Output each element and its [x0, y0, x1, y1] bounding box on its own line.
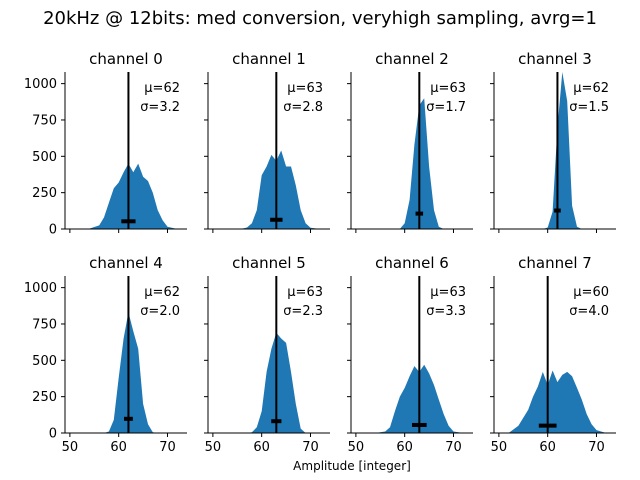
sigma-annotation: σ=3.2 — [140, 100, 180, 115]
y-tick-label: 1000 — [24, 281, 57, 296]
panel-channel-3: channel 3 μ=62 σ=1.5 — [490, 50, 616, 233]
mu-annotation: μ=63 — [287, 81, 323, 96]
distribution-area — [365, 98, 464, 229]
panel-title: channel 5 — [232, 254, 306, 272]
panel-channel-0: channel 0 μ=62 σ=3.2 0 250 500 750 1000 — [24, 50, 187, 238]
y-tick-label: 750 — [32, 113, 57, 128]
panel-title: channel 6 — [375, 254, 449, 272]
panel-channel-1: channel 1 μ=63 σ=2.8 — [204, 50, 330, 233]
y-tick-label: 250 — [32, 186, 57, 201]
sigma-annotation: σ=2.0 — [140, 304, 180, 319]
panel-channel-7: channel 7 μ=60 σ=4.0 50 60 70 — [490, 254, 616, 455]
x-tick-label: 60 — [253, 440, 270, 455]
panel-channel-4: channel 4 μ=62 σ=2.0 0 250 500 750 1000 50 60 70 — [24, 254, 187, 455]
panel-channel-6: channel 6 μ=63 σ=3.3 50 60 70 — [347, 254, 473, 455]
distribution-area — [222, 150, 321, 229]
x-tick-label: 60 — [396, 440, 413, 455]
y-tick-label: 750 — [32, 317, 57, 332]
y-tick-label: 0 — [49, 427, 57, 442]
panel-title: channel 4 — [89, 254, 163, 272]
x-tick-label: 50 — [348, 440, 365, 455]
y-tick-label: 250 — [32, 390, 57, 405]
x-tick-label: 70 — [445, 440, 462, 455]
mu-annotation: μ=63 — [430, 285, 466, 300]
x-tick-label: 60 — [539, 440, 556, 455]
y-tick-label: 0 — [49, 223, 57, 238]
x-tick-label: 70 — [302, 440, 319, 455]
mu-annotation: μ=60 — [573, 285, 609, 300]
x-tick-label: 70 — [588, 440, 605, 455]
sigma-annotation: σ=1.5 — [569, 100, 609, 115]
mu-annotation: μ=62 — [144, 81, 180, 96]
panel-title: channel 3 — [518, 50, 592, 68]
panel-title: channel 0 — [89, 50, 163, 68]
panel-title: channel 1 — [232, 50, 306, 68]
x-tick-label: 70 — [159, 440, 176, 455]
distribution-area — [365, 364, 464, 433]
y-tick-label: 500 — [32, 150, 57, 165]
x-tick-label: 60 — [110, 440, 127, 455]
mu-annotation: μ=63 — [287, 285, 323, 300]
distribution-area — [508, 370, 607, 433]
sigma-annotation: σ=2.3 — [283, 304, 323, 319]
sigma-annotation: σ=1.7 — [426, 100, 466, 115]
x-tick-label: 50 — [62, 440, 79, 455]
y-tick-label: 1000 — [24, 77, 57, 92]
sigma-annotation: σ=2.8 — [283, 100, 323, 115]
y-tick-label: 500 — [32, 354, 57, 369]
sigma-annotation: σ=3.3 — [426, 304, 466, 319]
panels-group: channel 0μ=62σ=3.202505007501000channel … — [24, 50, 616, 455]
mu-annotation: μ=62 — [144, 285, 180, 300]
sigma-annotation: σ=4.0 — [569, 304, 609, 319]
x-tick-label: 50 — [491, 440, 508, 455]
panel-title: channel 7 — [518, 254, 592, 272]
distribution-area — [222, 332, 321, 433]
panel-channel-2: channel 2 μ=63 σ=1.7 — [347, 50, 473, 233]
figure-title: 20kHz @ 12bits: med conversion, veryhigh… — [43, 8, 597, 29]
x-axis-label: Amplitude [integer] — [293, 459, 411, 473]
x-tick-label: 50 — [205, 440, 222, 455]
mu-annotation: μ=62 — [573, 81, 609, 96]
panel-title: channel 2 — [375, 50, 449, 68]
panel-channel-5: channel 5 μ=63 σ=2.3 50 60 70 — [204, 254, 330, 455]
mu-annotation: μ=63 — [430, 81, 466, 96]
